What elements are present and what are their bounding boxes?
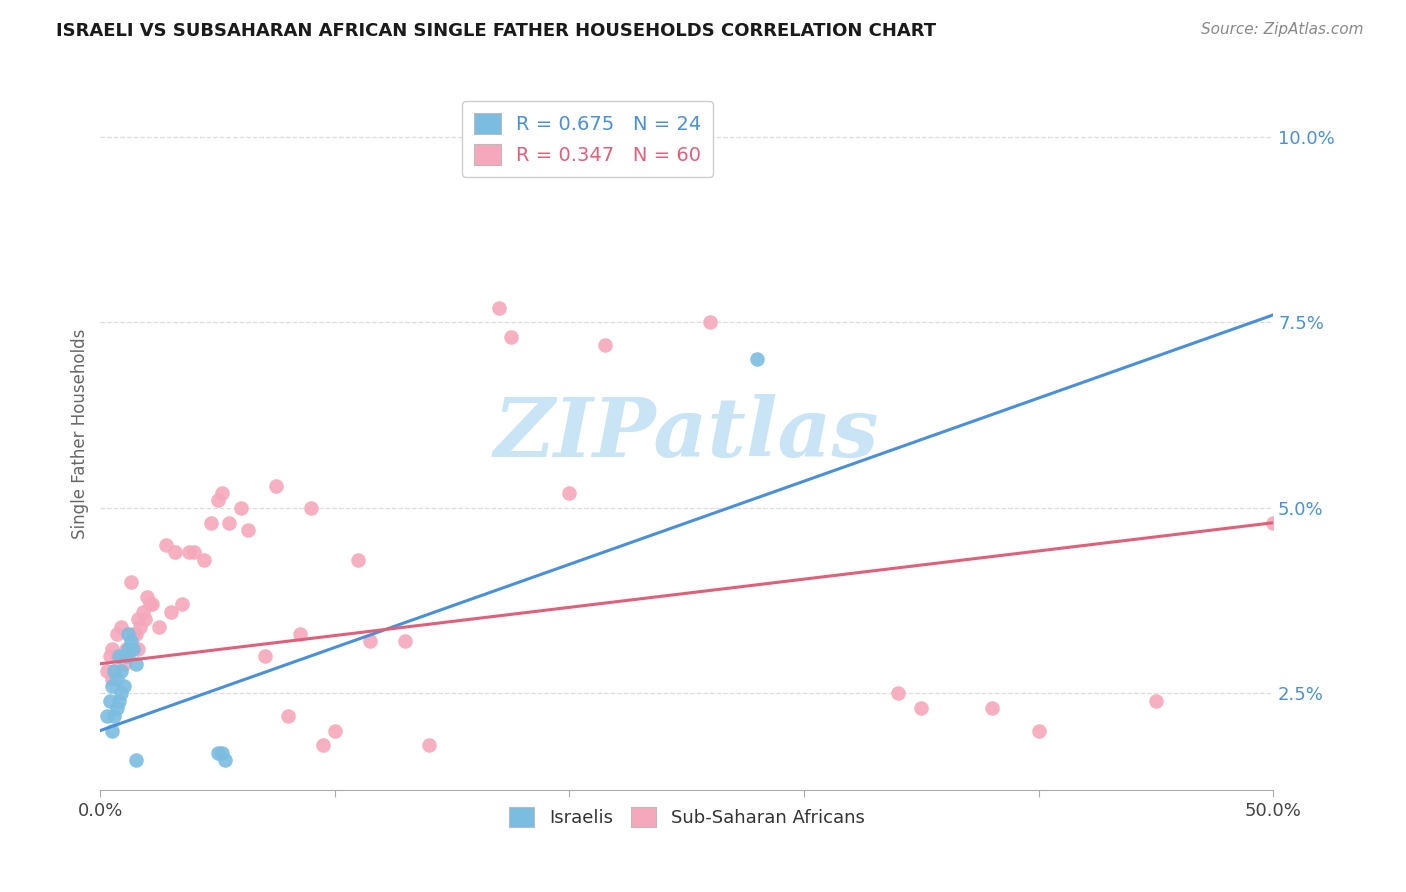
Point xyxy=(347,553,370,567)
Point xyxy=(138,598,160,612)
Text: ZIPatlas: ZIPatlas xyxy=(494,393,880,474)
Text: Source: ZipAtlas.com: Source: ZipAtlas.com xyxy=(1201,22,1364,37)
Point xyxy=(117,641,139,656)
Point xyxy=(117,649,139,664)
Point xyxy=(112,657,135,671)
Point xyxy=(172,598,194,612)
Point xyxy=(499,330,522,344)
Point xyxy=(108,649,131,664)
Point xyxy=(108,694,131,708)
Point xyxy=(101,641,124,656)
Point xyxy=(110,664,132,678)
Point xyxy=(200,516,222,530)
Point xyxy=(193,553,215,567)
Point xyxy=(277,708,299,723)
Point xyxy=(115,641,138,656)
Point xyxy=(1144,694,1167,708)
Point xyxy=(253,649,276,664)
Point xyxy=(488,301,510,315)
Point xyxy=(101,679,124,693)
Point xyxy=(136,590,159,604)
Point xyxy=(112,679,135,693)
Point xyxy=(211,486,233,500)
Point xyxy=(1028,723,1050,738)
Point xyxy=(218,516,240,530)
Point xyxy=(207,746,229,760)
Point xyxy=(264,478,287,492)
Point xyxy=(122,641,145,656)
Point xyxy=(122,627,145,641)
Point xyxy=(110,620,132,634)
Point xyxy=(214,753,236,767)
Point xyxy=(115,649,138,664)
Point xyxy=(101,723,124,738)
Point xyxy=(124,627,146,641)
Point xyxy=(910,701,932,715)
Point xyxy=(148,620,170,634)
Point xyxy=(558,486,581,500)
Point xyxy=(323,723,346,738)
Point xyxy=(699,315,721,329)
Point xyxy=(105,627,128,641)
Point xyxy=(103,708,125,723)
Point xyxy=(105,649,128,664)
Point xyxy=(101,672,124,686)
Point xyxy=(110,686,132,700)
Y-axis label: Single Father Households: Single Father Households xyxy=(72,328,89,539)
Point xyxy=(312,739,335,753)
Point xyxy=(628,129,651,144)
Point xyxy=(980,701,1002,715)
Point xyxy=(165,545,187,559)
Point xyxy=(394,634,416,648)
Point xyxy=(105,701,128,715)
Point xyxy=(288,627,311,641)
Point xyxy=(159,605,181,619)
Legend: Israelis, Sub-Saharan Africans: Israelis, Sub-Saharan Africans xyxy=(502,800,872,834)
Point xyxy=(120,634,142,648)
Point xyxy=(105,672,128,686)
Point xyxy=(108,649,131,664)
Point xyxy=(96,664,118,678)
Point xyxy=(103,664,125,678)
Point xyxy=(236,523,259,537)
Point xyxy=(117,627,139,641)
Text: ISRAELI VS SUBSAHARAN AFRICAN SINGLE FATHER HOUSEHOLDS CORRELATION CHART: ISRAELI VS SUBSAHARAN AFRICAN SINGLE FAT… xyxy=(56,22,936,40)
Point xyxy=(98,649,121,664)
Point xyxy=(155,538,177,552)
Point xyxy=(127,612,149,626)
Point xyxy=(207,493,229,508)
Point xyxy=(98,694,121,708)
Point xyxy=(103,664,125,678)
Point xyxy=(745,352,768,367)
Point xyxy=(229,500,252,515)
Point xyxy=(127,641,149,656)
Point xyxy=(120,575,142,590)
Point xyxy=(129,620,152,634)
Point xyxy=(211,746,233,760)
Point xyxy=(96,708,118,723)
Point xyxy=(301,500,323,515)
Point xyxy=(124,753,146,767)
Point xyxy=(1263,516,1285,530)
Point xyxy=(593,337,616,351)
Point xyxy=(359,634,381,648)
Point xyxy=(887,686,910,700)
Point xyxy=(179,545,201,559)
Point xyxy=(131,605,153,619)
Point xyxy=(124,657,146,671)
Point xyxy=(418,739,440,753)
Point xyxy=(134,612,156,626)
Point xyxy=(141,598,163,612)
Point xyxy=(183,545,205,559)
